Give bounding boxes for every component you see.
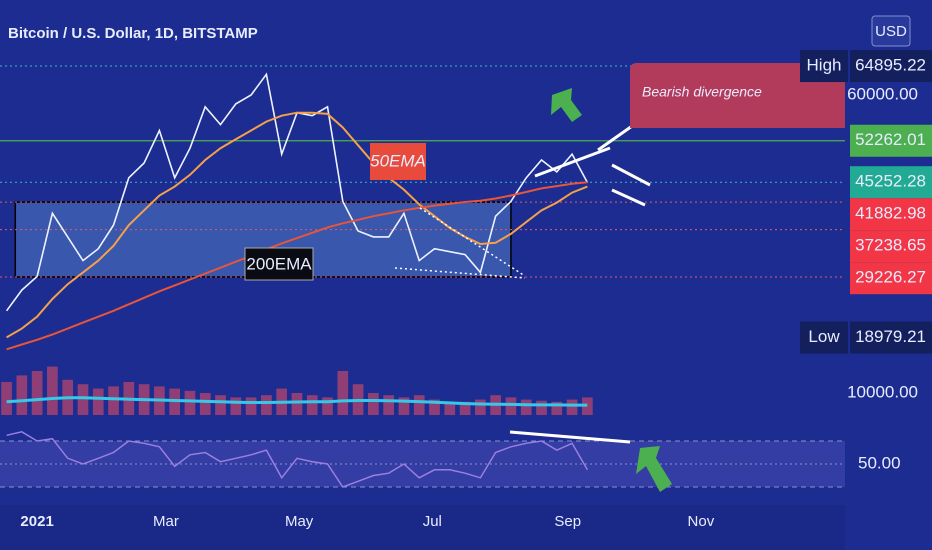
- volume-bar: [31, 371, 43, 415]
- y-tick-label: 50.00: [858, 453, 901, 472]
- volume-bar: [1, 382, 12, 415]
- price-tag: [850, 124, 932, 157]
- currency-button[interactable]: [871, 15, 911, 47]
- drawings: [394, 122, 651, 444]
- x-tick-label: 2021: [20, 513, 53, 530]
- volume-bar: [520, 399, 532, 415]
- price-tag: [850, 198, 932, 231]
- price-tag: [850, 166, 932, 199]
- volume-bar: [429, 399, 440, 415]
- x-tick-label: Sep: [554, 513, 581, 530]
- volume-bar: [566, 399, 578, 415]
- volume-bar: [215, 395, 226, 415]
- price-tag-label: 29226.27: [855, 268, 926, 287]
- volume-bar: [536, 400, 547, 415]
- volume-bar: [337, 371, 349, 415]
- x-tick-label: Nov: [688, 513, 715, 530]
- ema-label: 200EMA: [246, 254, 312, 273]
- ema-line: [6, 181, 588, 351]
- annotation: Bearish divergence: [642, 84, 762, 100]
- price-tag: [850, 321, 932, 354]
- volume-bar: [47, 366, 58, 415]
- price-tag-label: 37238.65: [855, 236, 926, 255]
- volume-bar: [413, 395, 425, 415]
- volume-bar: [245, 397, 257, 415]
- volume-bar: [505, 397, 517, 415]
- price-tag-label: 18979.21: [855, 327, 926, 346]
- volume-bar: [291, 393, 303, 415]
- price-tag-label: 52262.01: [855, 130, 926, 149]
- volume-bar: [368, 393, 379, 415]
- volume-bar: [459, 401, 471, 415]
- x-tick-label: May: [285, 513, 314, 530]
- y-tick-label: 10000.00: [847, 382, 918, 401]
- callout: [630, 63, 845, 128]
- ema-label-box: [244, 247, 314, 281]
- ema-label: 50EMA: [370, 151, 426, 170]
- price-tag-label: 41882.98: [855, 204, 926, 223]
- arrow: [551, 88, 582, 122]
- volume-bar: [306, 395, 318, 415]
- volume-ma: [6, 396, 588, 407]
- price-tag: [800, 50, 848, 83]
- x-tick-label: Mar: [153, 513, 179, 530]
- price-tag: [800, 321, 848, 354]
- x-axis-band: [0, 505, 845, 550]
- price-tag: [850, 230, 932, 263]
- price-tag-name: High: [807, 56, 842, 75]
- price-tag-label: 64895.22: [855, 56, 926, 75]
- volume-bar: [261, 395, 272, 415]
- y-tick-label: 60000.00: [847, 84, 918, 103]
- arrow: [636, 446, 672, 492]
- volume-bar: [184, 390, 196, 415]
- ema-line: [6, 111, 588, 339]
- volume-bar: [444, 401, 456, 415]
- price-tag-name: Low: [808, 327, 840, 346]
- currency[interactable]: USD: [875, 23, 907, 40]
- price-tag: [850, 262, 932, 295]
- volume-bar: [551, 401, 563, 415]
- volume-bar: [16, 375, 28, 415]
- volume-bar: [383, 395, 395, 415]
- volume-bar: [398, 397, 410, 415]
- volume-bar: [475, 399, 486, 415]
- price-tag-label: 45252.28: [855, 172, 926, 191]
- chart-title: Bitcoin / U.S. Dollar, 1D, BITSTAMP: [8, 25, 258, 42]
- volume-bar: [92, 388, 104, 415]
- x-tick-label: Jul: [423, 513, 442, 530]
- ema-label-box: [370, 143, 426, 180]
- volume-bar: [230, 397, 242, 415]
- plot: [0, 65, 845, 488]
- volume-bar: [108, 386, 119, 415]
- volume-bar: [77, 384, 89, 415]
- volume-bar: [199, 393, 211, 415]
- price-tag: [850, 50, 932, 83]
- rsi-line: [6, 431, 589, 488]
- volume-bar: [322, 397, 333, 415]
